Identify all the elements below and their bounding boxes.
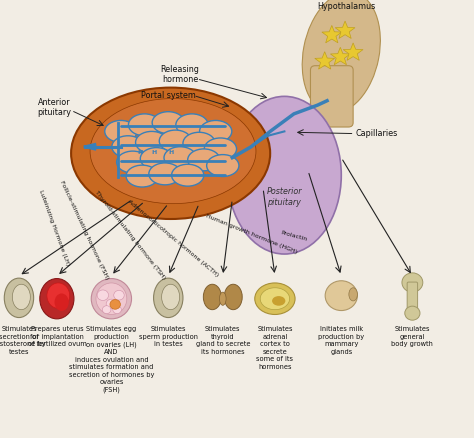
Text: H: H — [137, 150, 143, 155]
Ellipse shape — [91, 279, 131, 319]
Text: Human growth hormone (HGH): Human growth hormone (HGH) — [205, 214, 298, 255]
Text: Stimulates
adrenal
cortex to
secrete
some of its
hormones: Stimulates adrenal cortex to secrete som… — [256, 326, 293, 370]
Ellipse shape — [255, 283, 295, 314]
Ellipse shape — [172, 164, 204, 186]
Ellipse shape — [302, 0, 380, 113]
Ellipse shape — [105, 120, 137, 142]
Polygon shape — [335, 21, 355, 39]
Ellipse shape — [149, 163, 181, 185]
Ellipse shape — [325, 281, 357, 311]
Text: Stimulates
general
body growth: Stimulates general body growth — [392, 326, 433, 347]
Text: Stimulates
sperm production
in testes: Stimulates sperm production in testes — [139, 326, 198, 347]
Ellipse shape — [219, 292, 226, 305]
Text: Follicle-stimulating hormone (FSH): Follicle-stimulating hormone (FSH) — [59, 180, 109, 280]
Circle shape — [402, 273, 423, 292]
Text: Thyroid-stimulating hormone (TSH): Thyroid-stimulating hormone (TSH) — [94, 191, 166, 281]
FancyBboxPatch shape — [407, 282, 418, 314]
Ellipse shape — [162, 284, 180, 310]
Ellipse shape — [96, 283, 127, 314]
Ellipse shape — [188, 149, 220, 171]
Polygon shape — [330, 47, 350, 65]
Text: Stimulates egg
production
on ovaries (LH)
AND
induces ovulation and
stimulates f: Stimulates egg production on ovaries (LH… — [69, 326, 154, 393]
Ellipse shape — [40, 279, 74, 319]
Ellipse shape — [183, 132, 215, 154]
Text: Prolactin: Prolactin — [280, 230, 308, 243]
Ellipse shape — [110, 300, 120, 309]
Ellipse shape — [71, 88, 270, 219]
Ellipse shape — [47, 283, 70, 308]
Text: Anterior
pituitary: Anterior pituitary — [37, 98, 72, 117]
Circle shape — [106, 299, 117, 309]
Circle shape — [113, 306, 121, 314]
Ellipse shape — [224, 284, 242, 310]
Ellipse shape — [128, 114, 161, 136]
Text: Stimulates
secretion of
testosterone by
testes: Stimulates secretion of testosterone by … — [0, 326, 46, 355]
Text: Luteinizing Hormone (LH): Luteinizing Hormone (LH) — [38, 189, 71, 266]
Ellipse shape — [349, 288, 357, 301]
Ellipse shape — [203, 284, 221, 310]
Ellipse shape — [204, 138, 237, 160]
Polygon shape — [322, 25, 342, 43]
Text: Portal system: Portal system — [141, 91, 196, 100]
Ellipse shape — [154, 278, 183, 318]
Ellipse shape — [112, 136, 144, 158]
Text: Capillaries: Capillaries — [356, 129, 398, 138]
Text: Hypothalamus: Hypothalamus — [317, 2, 375, 11]
FancyBboxPatch shape — [310, 66, 353, 127]
Ellipse shape — [117, 151, 149, 173]
Polygon shape — [343, 43, 363, 60]
Ellipse shape — [260, 288, 290, 310]
Text: Prepares uterus
for implantation
of fertilized ovum: Prepares uterus for implantation of fert… — [27, 326, 86, 347]
Ellipse shape — [126, 165, 158, 187]
Ellipse shape — [207, 155, 239, 177]
Text: H: H — [168, 150, 173, 155]
Ellipse shape — [136, 131, 168, 153]
Circle shape — [405, 306, 420, 320]
Ellipse shape — [90, 99, 256, 204]
Circle shape — [97, 290, 109, 300]
Circle shape — [114, 290, 124, 300]
Ellipse shape — [164, 147, 196, 169]
Text: Initiates milk
production by
mammary
glands: Initiates milk production by mammary gla… — [318, 326, 365, 355]
Ellipse shape — [272, 296, 285, 306]
Ellipse shape — [228, 96, 341, 254]
Text: Stimulates
thyroid
gland to secrete
its hormones: Stimulates thyroid gland to secrete its … — [196, 326, 250, 355]
Ellipse shape — [176, 114, 208, 136]
Circle shape — [102, 306, 111, 314]
Text: Releasing
hormone: Releasing hormone — [161, 65, 200, 84]
Polygon shape — [315, 52, 335, 69]
Ellipse shape — [4, 278, 34, 318]
Text: Posterior
pituitary: Posterior pituitary — [267, 187, 302, 207]
Ellipse shape — [200, 120, 232, 142]
Ellipse shape — [152, 112, 184, 134]
Ellipse shape — [159, 130, 191, 152]
Text: H: H — [151, 150, 157, 155]
Ellipse shape — [55, 293, 69, 311]
Ellipse shape — [140, 148, 173, 170]
Ellipse shape — [12, 284, 30, 310]
Text: Adrenocorticotropic hormone (ACTH): Adrenocorticotropic hormone (ACTH) — [127, 199, 219, 278]
